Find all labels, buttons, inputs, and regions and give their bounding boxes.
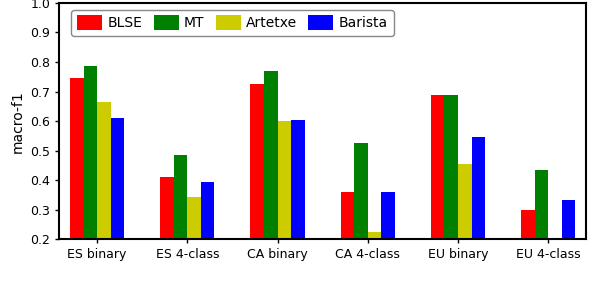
Bar	[70, 78, 83, 239]
Bar	[83, 67, 97, 239]
Bar	[354, 143, 368, 239]
Bar	[535, 170, 548, 239]
Bar	[521, 210, 535, 239]
Bar	[201, 182, 214, 239]
Bar	[368, 232, 381, 239]
Legend: BLSE, MT, Artetxe, Barista: BLSE, MT, Artetxe, Barista	[72, 10, 394, 36]
Bar	[291, 120, 305, 239]
Bar	[174, 155, 187, 239]
Bar	[431, 95, 445, 239]
Bar	[458, 164, 471, 239]
Bar	[548, 239, 562, 267]
Bar	[471, 137, 485, 239]
Bar	[187, 197, 201, 239]
Bar	[562, 199, 575, 239]
Bar	[340, 192, 354, 239]
Bar	[160, 177, 174, 239]
Bar	[97, 102, 111, 239]
Bar	[264, 71, 278, 239]
Bar	[278, 121, 291, 239]
Bar	[250, 84, 264, 239]
Y-axis label: macro-f1: macro-f1	[11, 90, 25, 152]
Bar	[381, 192, 395, 239]
Bar	[445, 95, 458, 239]
Bar	[111, 118, 124, 239]
